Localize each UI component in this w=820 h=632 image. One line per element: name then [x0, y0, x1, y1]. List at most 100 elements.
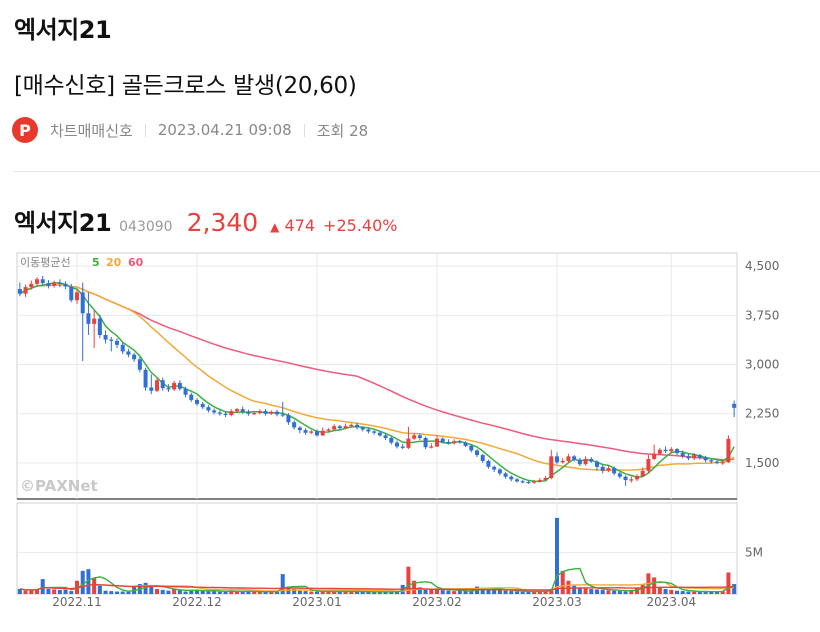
- volume-bar: [177, 590, 182, 594]
- legend-item-ma5: 5: [92, 256, 100, 269]
- volume-bar: [686, 591, 691, 594]
- volume-bar: [46, 588, 51, 594]
- volume-bar: [326, 591, 331, 594]
- stock-chart[interactable]: 4,500 3,750 3,000 2,250 1,500 5M 2022.11 2022.1…: [14, 250, 814, 610]
- volume-bar: [160, 589, 165, 594]
- header-divider: [14, 171, 820, 172]
- volume-bar: [515, 591, 519, 594]
- volume-bar: [526, 591, 531, 594]
- post-meta: P 차트매매신호 2023.04.21 09:08 조회 28: [12, 116, 368, 144]
- candle-body: [189, 394, 194, 400]
- candle-body: [583, 458, 588, 465]
- candle-body: [469, 445, 474, 451]
- candle-body: [435, 438, 439, 447]
- volume-bar: [549, 589, 554, 594]
- candle-body: [497, 469, 502, 474]
- candle-body: [612, 468, 617, 474]
- candle-body: [440, 438, 445, 442]
- volume-bar: [452, 591, 457, 594]
- volume-bar: [206, 591, 211, 594]
- volume-bar: [623, 591, 628, 594]
- legend-title: 이동평균선: [20, 256, 71, 269]
- price-tick-label: 4,500: [745, 259, 779, 273]
- up-arrow-icon: ▲: [270, 220, 280, 234]
- chart-legend: 이동평균선 5 20 60: [20, 256, 144, 269]
- volume-bar: [377, 591, 382, 594]
- volume-bar: [657, 587, 662, 594]
- candle-body: [457, 441, 462, 443]
- candle-body: [195, 399, 199, 404]
- candle-body: [635, 476, 639, 480]
- volume-bar: [92, 577, 97, 594]
- candle-body: [400, 446, 405, 448]
- volume-bar: [440, 590, 445, 594]
- volume-bar: [303, 591, 308, 594]
- candle-body: [309, 431, 314, 433]
- stock-name[interactable]: 엑서지21: [14, 209, 112, 237]
- volume-bar: [463, 591, 468, 594]
- candle-body: [452, 441, 457, 444]
- meta-divider: [144, 123, 146, 137]
- candle-body: [257, 411, 262, 414]
- volume-bar: [126, 591, 131, 594]
- candle-body: [532, 481, 537, 483]
- volume-bar: [280, 574, 285, 594]
- volume-bar: [195, 590, 199, 594]
- volume-bar: [217, 591, 222, 594]
- candle-body: [183, 388, 188, 395]
- volume-bar: [200, 590, 205, 594]
- x-tick-label: 2023.04: [646, 595, 696, 609]
- volume-bar: [212, 591, 217, 594]
- paxnet-logo-icon: P: [12, 117, 38, 143]
- volume-bar: [69, 591, 74, 594]
- volume-bar: [372, 592, 377, 594]
- candle-body: [680, 453, 685, 457]
- candle-body: [235, 409, 239, 412]
- candle-body: [692, 455, 697, 459]
- candle-body: [23, 287, 28, 294]
- candle-body: [640, 470, 645, 477]
- x-tick-label: 2023.03: [532, 595, 582, 609]
- candle-body: [623, 476, 628, 480]
- volume-bar: [600, 589, 605, 594]
- candle-body: [549, 456, 554, 479]
- candle-body: [486, 460, 491, 467]
- candle-body: [166, 388, 171, 390]
- volume-bar: [715, 591, 719, 594]
- candle-body: [52, 282, 57, 286]
- candle-body: [377, 432, 382, 436]
- volume-bar: [617, 591, 622, 594]
- candle-body: [137, 359, 142, 370]
- candle-body: [143, 369, 148, 388]
- meta-divider: [303, 123, 305, 137]
- candle-body: [126, 351, 131, 355]
- candle-body: [263, 411, 268, 414]
- candle-body: [223, 413, 228, 416]
- volume-bar: [497, 590, 502, 594]
- volume-bar: [229, 590, 234, 594]
- volume-bar: [406, 566, 411, 594]
- price-tick-label: 3,750: [745, 308, 779, 322]
- volume-bar: [149, 586, 154, 594]
- candle-body: [63, 283, 68, 287]
- candle-body: [526, 481, 531, 484]
- candle-body: [383, 435, 388, 438]
- candle-body: [149, 387, 154, 391]
- candle-body: [520, 481, 525, 483]
- candle-body: [275, 411, 279, 415]
- volume-bar: [223, 591, 228, 594]
- candle-body: [709, 460, 714, 462]
- author-link[interactable]: 차트매매신호: [50, 121, 133, 140]
- candle-body: [406, 438, 411, 448]
- volume-bar: [97, 585, 102, 594]
- volume-bar: [257, 591, 262, 594]
- volume-bar: [57, 590, 62, 594]
- volume-bar: [189, 589, 194, 594]
- candle-body: [240, 409, 245, 412]
- candle-body: [315, 431, 319, 436]
- volume-bar: [395, 591, 399, 594]
- candle-body: [29, 283, 34, 288]
- candle-body: [606, 468, 611, 471]
- candle-body: [515, 479, 519, 482]
- volume-bar: [675, 590, 679, 594]
